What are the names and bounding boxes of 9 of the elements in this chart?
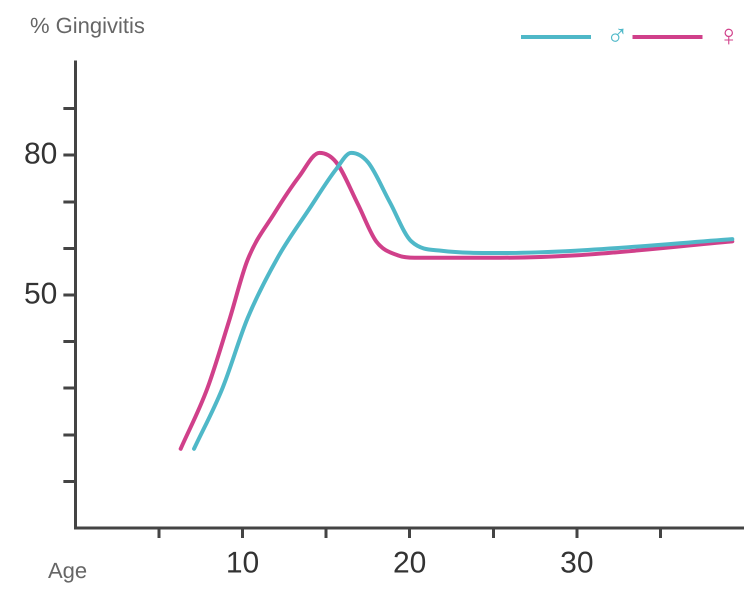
x-axis-title: Age <box>48 558 88 584</box>
y-axis-title: % Gingivitis <box>30 13 145 38</box>
legend-label: ♂ <box>606 19 628 52</box>
x-tick-label: 30 <box>560 546 594 580</box>
y-tick-label: 80 <box>24 137 58 170</box>
x-tick-label: 10 <box>226 546 260 580</box>
y-tick-label: 50 <box>24 277 58 310</box>
x-tick-label: 20 <box>392 546 426 580</box>
legend-label: ♀ <box>718 19 740 52</box>
